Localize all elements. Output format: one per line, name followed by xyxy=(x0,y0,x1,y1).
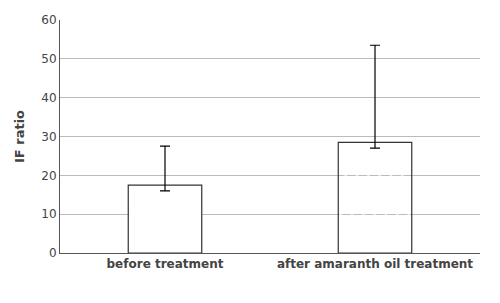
svg-text:after amaranth oil treatment: after amaranth oil treatment xyxy=(277,257,473,271)
svg-text:30: 30 xyxy=(41,130,56,144)
svg-text:60: 60 xyxy=(41,13,56,27)
svg-text:IF ratio: IF ratio xyxy=(12,110,27,163)
svg-text:10: 10 xyxy=(41,207,56,221)
svg-text:before treatment: before treatment xyxy=(107,257,224,271)
svg-text:40: 40 xyxy=(41,91,56,105)
svg-text:0: 0 xyxy=(49,246,57,260)
svg-text:20: 20 xyxy=(41,169,56,183)
svg-text:50: 50 xyxy=(41,52,56,66)
